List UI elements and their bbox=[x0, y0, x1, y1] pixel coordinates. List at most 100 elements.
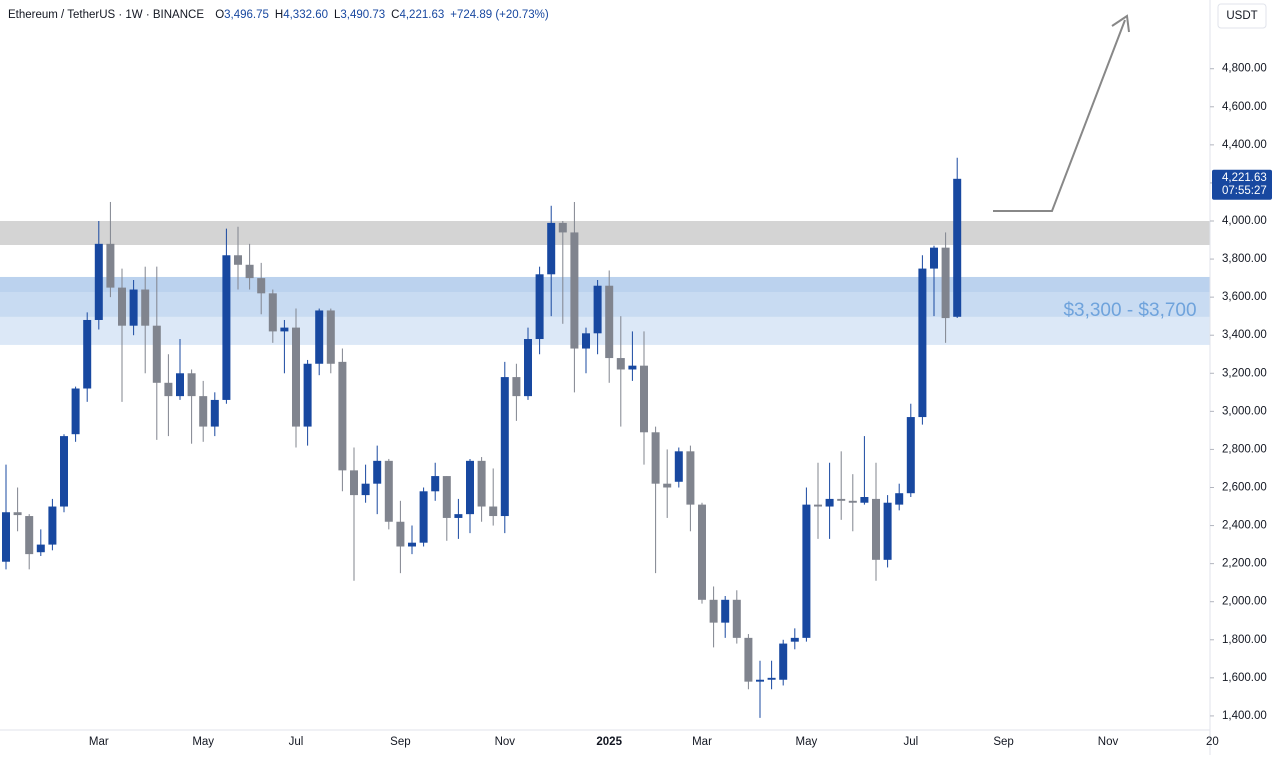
candle-body bbox=[941, 247, 950, 319]
candles bbox=[2, 157, 962, 718]
zones bbox=[0, 220, 1210, 345]
change: +724.89 (+20.73%) bbox=[450, 9, 549, 21]
candle-body bbox=[118, 287, 126, 326]
header: Ethereum / TetherUS · 1W · BINANCE O3,49… bbox=[8, 9, 549, 21]
candle-body bbox=[767, 677, 776, 680]
candle-body bbox=[906, 417, 915, 494]
currency: USDT bbox=[1226, 10, 1257, 22]
candle-body bbox=[36, 544, 45, 553]
candle-body bbox=[176, 373, 184, 397]
candle-body bbox=[883, 502, 892, 560]
candle-body bbox=[872, 498, 880, 560]
candle-body bbox=[918, 268, 927, 418]
ohlc-value: 4,221.63 bbox=[399, 9, 444, 21]
ohlc-key: H bbox=[275, 9, 283, 21]
candle-body bbox=[129, 289, 138, 326]
candle-body bbox=[25, 516, 34, 555]
x-tick-label: Jul bbox=[903, 736, 918, 748]
candle-body bbox=[350, 470, 358, 496]
y-tick-label: 4,400.00 bbox=[1222, 139, 1267, 151]
candle-body bbox=[431, 476, 440, 492]
ohlc-value: 3,496.75 bbox=[224, 9, 269, 21]
candle-body bbox=[953, 178, 962, 317]
candle-body bbox=[930, 247, 938, 269]
candle-body bbox=[13, 512, 22, 516]
y-tick-label: 1,600.00 bbox=[1222, 672, 1267, 684]
x-tick-label: Jul bbox=[289, 736, 304, 748]
candle-body bbox=[199, 396, 208, 427]
y-tick-label: 4,600.00 bbox=[1222, 101, 1267, 113]
candle-body bbox=[60, 436, 68, 507]
y-tick-label: 4,800.00 bbox=[1222, 63, 1267, 75]
candle-body bbox=[489, 506, 498, 517]
x-tick-label: May bbox=[192, 736, 214, 748]
ohlc-value: 4,332.60 bbox=[283, 9, 328, 21]
last-price-box bbox=[1212, 169, 1272, 200]
candle-body bbox=[187, 373, 196, 397]
candle-body bbox=[315, 310, 324, 364]
y-tick-label: 3,000.00 bbox=[1222, 405, 1267, 417]
ohlc-key: C bbox=[391, 9, 399, 21]
candle-body bbox=[384, 460, 393, 522]
candle-body bbox=[2, 512, 10, 562]
candle-body bbox=[512, 377, 521, 397]
candle-body bbox=[48, 506, 57, 545]
x-tick-label: 2025 bbox=[596, 736, 622, 748]
x-tick-label: Nov bbox=[495, 736, 516, 748]
y-tick-label: 1,800.00 bbox=[1222, 634, 1267, 646]
y-tick-label: 3,600.00 bbox=[1222, 291, 1267, 303]
candle-body bbox=[558, 222, 567, 233]
candle-body bbox=[152, 325, 161, 383]
candle-body bbox=[895, 493, 904, 505]
candle-body bbox=[674, 451, 683, 482]
ohlc-key: O bbox=[215, 9, 224, 21]
candle-body bbox=[326, 310, 335, 364]
candle-body bbox=[837, 498, 846, 501]
candle-body bbox=[628, 365, 637, 370]
candle-body bbox=[477, 460, 486, 507]
ohlc-key: L bbox=[334, 9, 341, 21]
candle-body bbox=[454, 514, 463, 518]
y-tick-label: 3,400.00 bbox=[1222, 329, 1267, 341]
x-tick-label: Nov bbox=[1098, 736, 1119, 748]
candle-body bbox=[698, 504, 706, 600]
candle-body bbox=[71, 388, 80, 435]
candle-body bbox=[686, 451, 695, 505]
y-tick-label: 2,800.00 bbox=[1222, 443, 1267, 455]
candle-body bbox=[616, 358, 625, 370]
candle-body bbox=[709, 599, 718, 623]
candle-body bbox=[338, 361, 347, 471]
candle-body bbox=[164, 382, 173, 397]
y-tick-label: 4,000.00 bbox=[1222, 215, 1267, 227]
y-tick-label: 1,400.00 bbox=[1222, 710, 1267, 722]
candle-body bbox=[860, 497, 869, 503]
candle-body bbox=[779, 643, 788, 680]
x-tick-label: Mar bbox=[89, 736, 109, 748]
candle-body bbox=[408, 542, 416, 547]
candle-body bbox=[848, 500, 857, 503]
candle-body bbox=[744, 637, 753, 682]
candle-body bbox=[234, 255, 242, 265]
candle-body bbox=[663, 483, 672, 488]
candle-body bbox=[442, 476, 451, 518]
zone bbox=[0, 316, 1210, 345]
candle-body bbox=[500, 377, 509, 517]
candle-body bbox=[651, 432, 660, 484]
candle-body bbox=[466, 460, 474, 515]
candle-body bbox=[825, 498, 834, 507]
candle-body bbox=[419, 491, 428, 543]
y-tick-label: 2,600.00 bbox=[1222, 482, 1267, 494]
candle-body bbox=[268, 293, 277, 332]
candle-body bbox=[570, 232, 579, 349]
zone-label: $3,300 - $3,700 bbox=[1063, 300, 1196, 321]
candle-body bbox=[582, 333, 590, 349]
candle-body bbox=[83, 319, 92, 389]
candle-body bbox=[361, 483, 370, 496]
candle-body bbox=[756, 679, 764, 682]
x-tick-label: 20 bbox=[1206, 736, 1219, 748]
candle-body bbox=[640, 365, 648, 433]
currency-box bbox=[1217, 3, 1267, 29]
y-tick-label: 2,400.00 bbox=[1222, 520, 1267, 532]
y-tick-label: 3,200.00 bbox=[1222, 367, 1267, 379]
candle-body bbox=[210, 399, 219, 427]
